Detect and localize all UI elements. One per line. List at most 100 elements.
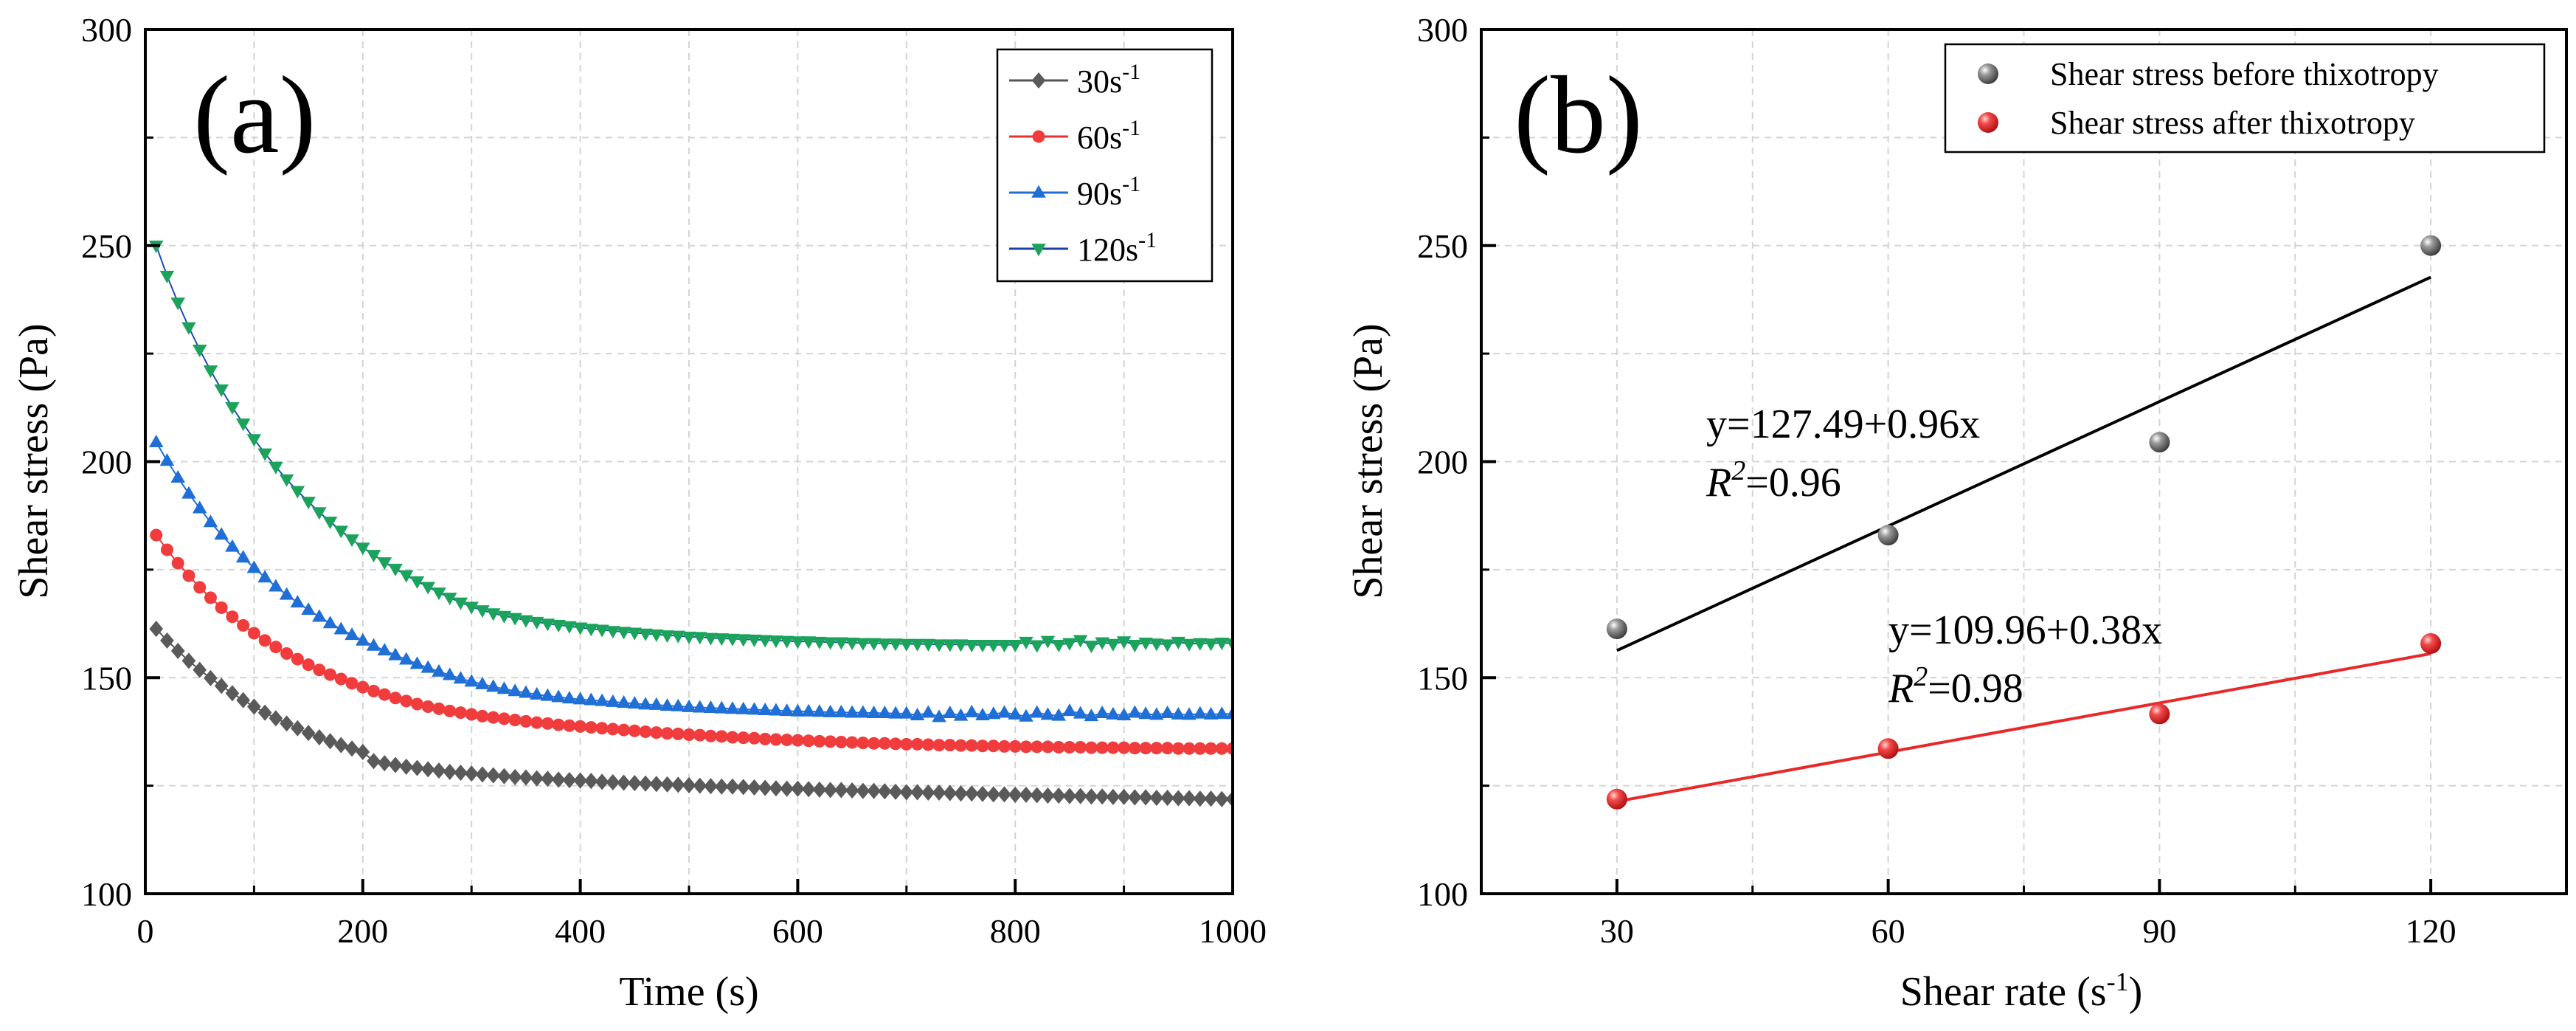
legend-label: 120s-1 bbox=[1077, 228, 1157, 268]
data-point bbox=[279, 474, 294, 487]
data-point bbox=[497, 768, 511, 785]
data-point bbox=[257, 704, 272, 721]
data-point bbox=[2420, 632, 2442, 654]
data-point bbox=[682, 728, 696, 742]
data-point bbox=[1032, 130, 1045, 143]
data-point bbox=[551, 771, 566, 788]
data-point bbox=[1031, 72, 1046, 89]
data-point bbox=[551, 620, 566, 633]
data-point bbox=[650, 726, 663, 739]
data-point bbox=[1182, 790, 1197, 807]
r2-value: =0.96 bbox=[1745, 460, 1841, 506]
data-point bbox=[747, 779, 761, 796]
data-point bbox=[508, 613, 522, 626]
data-point bbox=[758, 732, 772, 745]
data-point bbox=[584, 692, 599, 706]
data-point bbox=[975, 785, 990, 802]
data-point bbox=[812, 704, 827, 717]
data-point bbox=[159, 453, 175, 466]
data-point bbox=[334, 672, 347, 686]
data-point bbox=[639, 725, 652, 738]
data-point bbox=[1019, 636, 1033, 649]
data-point bbox=[508, 714, 522, 727]
data-point bbox=[508, 683, 522, 697]
x-tick-label: 1000 bbox=[1199, 912, 1267, 950]
data-point bbox=[562, 621, 577, 634]
data-point bbox=[932, 709, 946, 723]
data-point bbox=[541, 770, 555, 787]
data-point bbox=[671, 776, 685, 793]
legend-marker bbox=[1978, 112, 1998, 133]
data-point bbox=[1149, 638, 1164, 652]
data-point bbox=[823, 782, 837, 799]
x-axis-title-sup: -1 bbox=[2107, 967, 2129, 996]
legend-label: 60s-1 bbox=[1077, 116, 1140, 156]
data-point bbox=[1030, 787, 1045, 804]
data-point bbox=[737, 731, 750, 745]
data-point bbox=[312, 609, 327, 622]
fit-line bbox=[1616, 652, 2431, 803]
data-point bbox=[551, 689, 566, 703]
data-point bbox=[454, 706, 467, 720]
data-point bbox=[508, 768, 522, 785]
data-point bbox=[302, 658, 315, 672]
data-point bbox=[649, 629, 664, 642]
data-point bbox=[1225, 790, 1233, 807]
x-tick-label: 120 bbox=[2406, 912, 2456, 950]
data-point bbox=[758, 635, 772, 648]
data-point bbox=[312, 507, 327, 520]
y-tick-label: 100 bbox=[81, 875, 132, 913]
data-point bbox=[595, 624, 609, 638]
data-point bbox=[541, 717, 554, 730]
data-point bbox=[921, 638, 936, 652]
data-point bbox=[279, 587, 294, 600]
data-point bbox=[443, 763, 457, 780]
data-point bbox=[572, 692, 588, 705]
data-point bbox=[388, 756, 403, 773]
data-point bbox=[225, 685, 240, 702]
data-point bbox=[1205, 742, 1218, 755]
data-point bbox=[290, 595, 305, 608]
data-point bbox=[910, 638, 925, 652]
data-point bbox=[476, 709, 489, 723]
data-point bbox=[214, 527, 229, 540]
data-point bbox=[149, 621, 164, 638]
data-point bbox=[496, 610, 512, 624]
data-point bbox=[2149, 703, 2170, 725]
data-point bbox=[496, 681, 512, 694]
data-point bbox=[367, 684, 381, 697]
data-point bbox=[540, 618, 555, 632]
data-point bbox=[366, 550, 381, 563]
data-point bbox=[659, 698, 675, 711]
legend-item: 60s-1 bbox=[1009, 116, 1140, 156]
r2-value: =0.98 bbox=[1928, 666, 2023, 711]
data-point bbox=[1073, 706, 1088, 719]
data-point bbox=[465, 708, 478, 721]
x-tick-label: 400 bbox=[555, 912, 606, 950]
data-point bbox=[845, 638, 859, 651]
data-point bbox=[453, 671, 468, 684]
data-point bbox=[823, 704, 838, 717]
data-point bbox=[1084, 708, 1099, 722]
data-point bbox=[943, 785, 958, 801]
data-point bbox=[911, 737, 924, 751]
data-point bbox=[659, 630, 675, 644]
y-tick-label: 200 bbox=[1417, 444, 1468, 481]
data-point bbox=[215, 601, 228, 614]
data-point bbox=[1019, 708, 1033, 722]
data-point bbox=[1051, 708, 1066, 721]
data-point bbox=[171, 556, 184, 570]
legend-label-sup: -1 bbox=[1122, 116, 1140, 140]
data-point bbox=[997, 639, 1012, 652]
data-point bbox=[1171, 742, 1185, 755]
data-point bbox=[519, 615, 533, 628]
fit-equation-after: y=109.96+0.38x bbox=[1888, 607, 2162, 653]
data-point bbox=[682, 631, 696, 644]
data-point bbox=[638, 628, 653, 641]
data-point bbox=[1225, 706, 1233, 720]
data-point bbox=[888, 638, 903, 652]
data-point bbox=[1031, 244, 1046, 257]
data-point bbox=[257, 448, 272, 461]
data-point bbox=[790, 636, 806, 649]
